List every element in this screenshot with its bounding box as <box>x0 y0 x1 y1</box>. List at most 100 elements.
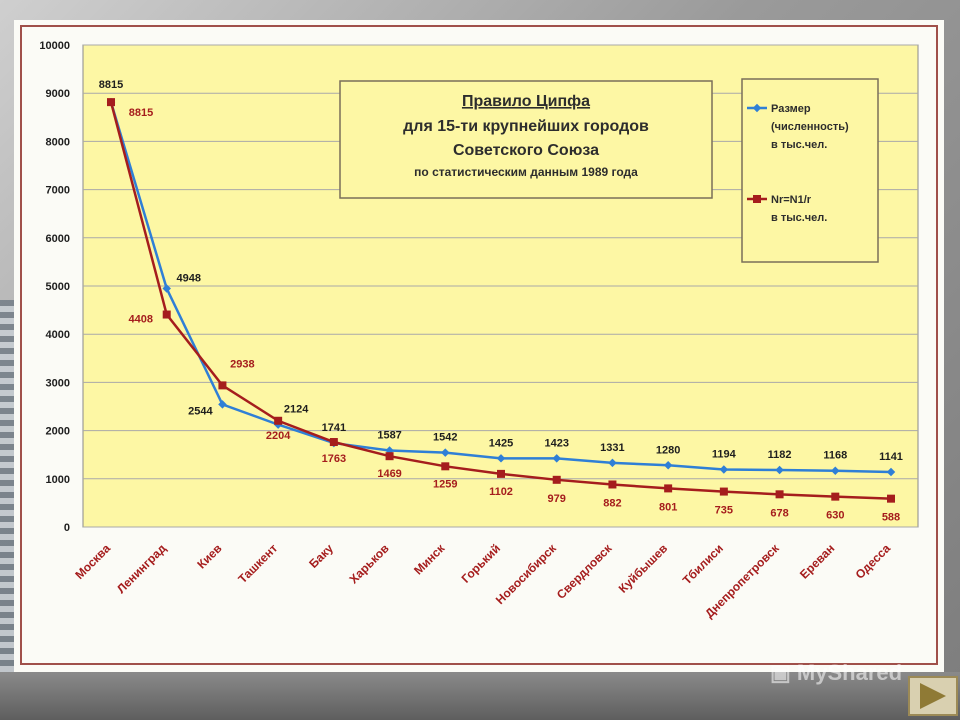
x-tick-label: Куйбышев <box>616 541 671 596</box>
data-point <box>497 469 505 478</box>
data-point <box>552 475 561 484</box>
data-point <box>886 467 896 477</box>
y-tick-label: 8000 <box>46 136 70 148</box>
triangle-right-icon <box>920 683 946 709</box>
y-tick-label: 3000 <box>46 377 70 389</box>
data-label: 882 <box>603 497 621 509</box>
data-label: 2124 <box>284 404 309 416</box>
series-zipf <box>107 98 895 503</box>
data-point <box>608 480 617 489</box>
data-point <box>274 416 283 425</box>
data-label: 1542 <box>433 432 457 444</box>
legend-size-label: Размер <box>771 103 811 115</box>
data-point <box>441 448 450 457</box>
data-point <box>831 466 840 475</box>
x-tick-label: Баку <box>306 541 336 571</box>
x-tick-label: Новосибирск <box>493 541 560 608</box>
data-point <box>663 461 673 470</box>
data-label: 1587 <box>377 430 401 442</box>
watermark-text: MyShared <box>796 660 903 685</box>
data-label: 2204 <box>266 430 291 442</box>
data-point <box>329 438 338 447</box>
data-point <box>719 465 729 474</box>
x-tick-label: Москва <box>72 541 113 582</box>
presentation-board-icon: ▣ <box>770 660 791 685</box>
data-label: 4408 <box>128 314 152 326</box>
data-label: 1102 <box>489 486 513 498</box>
data-label: 630 <box>826 510 844 522</box>
data-label: 1741 <box>322 422 346 434</box>
chart-title-line-3: Советского Союза <box>453 142 599 159</box>
data-label: 1423 <box>544 437 568 449</box>
data-label: 1469 <box>377 468 401 480</box>
x-tick-label: Горький <box>459 541 504 586</box>
legend-zipf-marker <box>753 195 761 203</box>
x-tick-label: Тбилиси <box>680 541 726 587</box>
data-point <box>831 492 840 501</box>
data-label: 4948 <box>176 273 200 285</box>
y-tick-label: 0 <box>64 522 70 534</box>
data-label: 1182 <box>768 449 792 461</box>
data-label: 1763 <box>322 453 346 465</box>
title-box: Правило Ципфа для 15-ти крупнейших город… <box>339 80 713 199</box>
data-point <box>664 484 673 493</box>
data-point <box>608 458 617 468</box>
x-tick-label: Киев <box>194 541 224 571</box>
data-point <box>496 454 506 463</box>
x-tick-label: Ереван <box>797 541 837 581</box>
x-tick-label: Харьков <box>346 541 391 586</box>
chart-subtitle: по статистическим данным 1989 года <box>414 165 638 179</box>
legend-size-label-3: в тыс.чел. <box>771 139 827 151</box>
data-label: 1194 <box>712 448 737 460</box>
data-label: 801 <box>659 501 677 513</box>
data-label: 1259 <box>433 478 457 490</box>
data-point <box>441 462 450 471</box>
y-tick-label: 6000 <box>46 233 70 245</box>
x-tick-label: Минск <box>411 541 448 578</box>
data-point <box>887 494 895 503</box>
chart-title-line-2: для 15-ти крупнейших городов <box>403 118 649 135</box>
data-label: 2938 <box>230 358 254 370</box>
data-point <box>107 98 115 107</box>
y-tick-label: 9000 <box>46 88 70 100</box>
data-point <box>162 284 171 293</box>
data-point <box>218 400 227 409</box>
legend-zipf-label: Nr=N1/r <box>771 194 812 206</box>
x-tick-label: Свердловск <box>554 541 615 602</box>
series-size-labels: 8815 4948 2544 2124 1741 1587 1542 1425 1423 1331… <box>99 79 903 463</box>
background-bottom-band <box>0 672 960 720</box>
chart-title: Правило Ципфа <box>462 93 590 110</box>
data-point <box>385 452 394 461</box>
data-point <box>552 454 561 463</box>
data-point <box>775 490 784 499</box>
data-point <box>162 310 171 319</box>
data-label: 735 <box>715 505 733 517</box>
y-tick-label: 5000 <box>46 281 70 293</box>
next-slide-button[interactable] <box>908 676 958 716</box>
y-tick-label: 4000 <box>46 329 70 341</box>
data-label: 8815 <box>129 107 153 119</box>
legend: Размер (численность) в тыс.чел. Nr=N1/r … <box>741 78 879 263</box>
legend-size-label-2: (численность) <box>771 121 849 133</box>
data-label: 979 <box>548 493 566 505</box>
x-tick-label: Одесса <box>853 541 894 582</box>
y-tick-label: 7000 <box>46 185 70 197</box>
series-zipf-labels: 8815 4408 2938 2204 1763 1469 1259 1102 979 882 80… <box>128 107 900 524</box>
chart-frame <box>20 25 938 665</box>
data-point <box>719 487 728 496</box>
x-tick-label: Ташкент <box>235 541 280 586</box>
legend-zipf-label-2: в тыс.чел. <box>771 212 827 224</box>
data-label: 1280 <box>656 444 680 456</box>
data-label: 1331 <box>600 442 624 454</box>
y-tick-label: 1000 <box>46 474 70 486</box>
data-label: 678 <box>770 507 788 519</box>
data-label: 8815 <box>99 79 123 91</box>
data-point <box>775 465 784 475</box>
data-label: 1425 <box>489 437 513 449</box>
data-label: 1141 <box>879 451 903 463</box>
data-label: 1168 <box>823 450 847 462</box>
y-tick-label: 10000 <box>39 40 70 52</box>
data-label: 588 <box>882 512 900 524</box>
y-axis-ticks: 0 1000 2000 3000 4000 5000 6000 7000 8000 9000 100… <box>39 40 70 534</box>
